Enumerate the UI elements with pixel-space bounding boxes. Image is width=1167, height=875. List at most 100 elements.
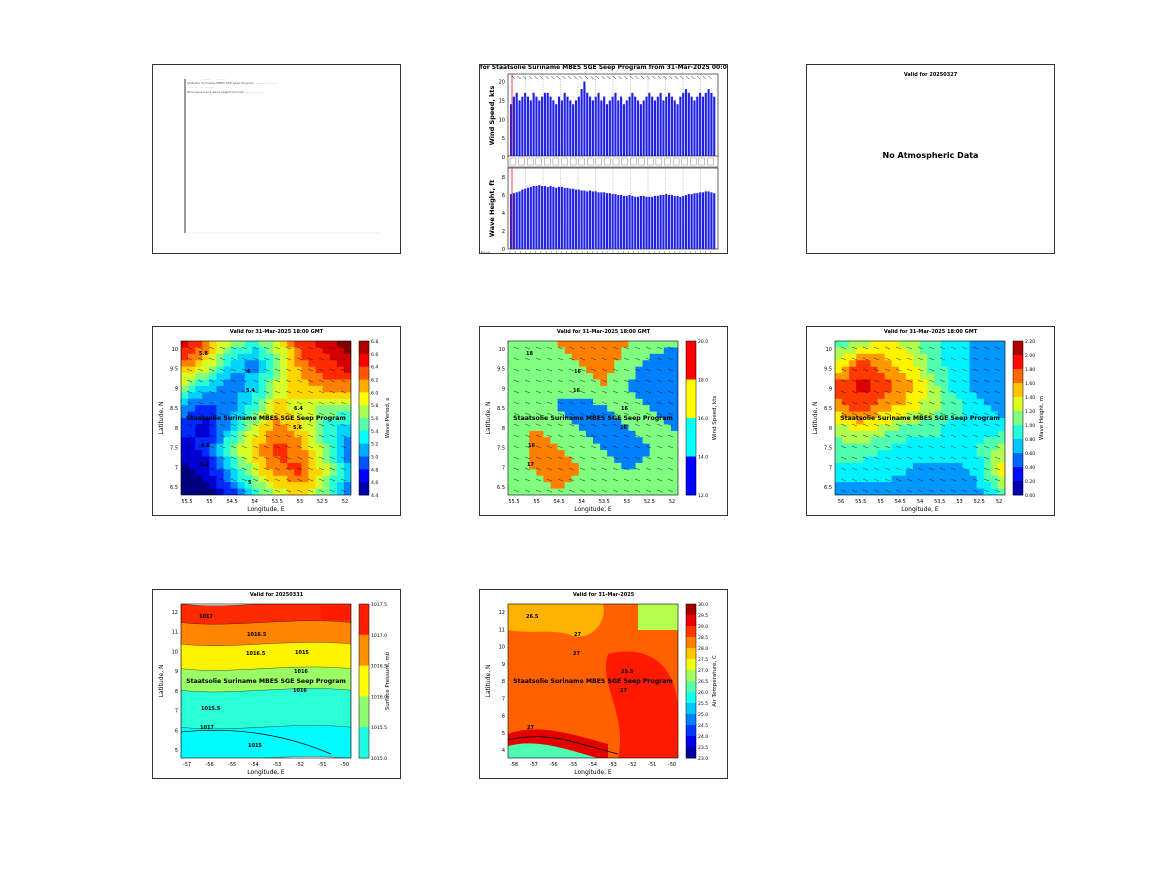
field-cell — [927, 379, 935, 387]
vector-arrow — [928, 445, 935, 449]
field-cell — [181, 385, 189, 393]
vector-arrow — [546, 401, 553, 405]
colorbar-tick-label: 5.8 — [371, 403, 378, 409]
contour-label: 16 — [620, 425, 627, 431]
vector-arrow — [318, 467, 325, 471]
field-cell — [266, 443, 274, 451]
vector-arrow — [645, 412, 652, 416]
field-cell — [891, 360, 900, 368]
field-cell — [962, 443, 971, 451]
vector-arrow — [972, 357, 979, 361]
field-cell — [927, 398, 935, 406]
field-cell — [202, 482, 210, 490]
colorbar-tick-label: 1.60 — [1025, 381, 1035, 387]
field-cell — [955, 430, 964, 438]
vector-arrow — [895, 390, 902, 394]
vector-arrow — [285, 456, 292, 460]
field-cell — [649, 353, 658, 361]
atmos-panel: Valid for 20250327 No Atmospheric Data — [806, 64, 1055, 254]
field-cell — [564, 366, 573, 374]
vector-arrow — [568, 467, 575, 471]
field-cell — [997, 450, 1005, 458]
field-cell — [849, 341, 857, 349]
field-cell — [600, 469, 608, 477]
field-cell — [849, 450, 857, 458]
field-cell — [877, 488, 886, 495]
field-cell — [287, 443, 295, 451]
field-cell — [508, 443, 516, 451]
field-cell — [927, 347, 935, 355]
field-cell — [571, 469, 580, 477]
field-cell — [884, 482, 893, 490]
vector-arrow — [667, 379, 674, 383]
field-cell — [329, 456, 338, 464]
vector-arrow — [197, 445, 204, 449]
colorbar-tick-label: 29.5 — [698, 613, 708, 619]
field-cell — [614, 482, 622, 490]
field-cell — [656, 418, 665, 426]
vector-arrow — [318, 434, 325, 438]
field-cell — [343, 462, 351, 470]
field-cell — [927, 366, 935, 374]
field-cell — [849, 424, 857, 432]
field-cell — [983, 411, 992, 419]
field-cell — [663, 443, 672, 451]
field-cell — [230, 385, 239, 393]
time-label-cell — [569, 157, 577, 166]
field-cell — [934, 411, 942, 419]
vector-arrow — [307, 467, 314, 471]
field-cell — [315, 392, 324, 400]
field-cell — [849, 347, 857, 355]
y-tick-label: 20 — [499, 80, 505, 86]
field-cell — [649, 366, 658, 374]
vector-arrow — [656, 346, 663, 350]
vector-arrow — [285, 489, 292, 493]
field-cell — [962, 405, 971, 413]
field-cell — [920, 411, 928, 419]
vector-arrow — [274, 368, 281, 372]
bar — [518, 100, 521, 157]
map-title: Valid for 20250331 — [249, 592, 304, 598]
field-cell — [543, 379, 552, 387]
field-cell — [997, 366, 1005, 374]
field-cell — [607, 366, 615, 374]
watermark-text: Staatsolie Suriname MBES SGE Seep Progra… — [513, 678, 673, 685]
vector-arrow — [318, 478, 325, 482]
field-cell — [927, 488, 935, 495]
vector-arrow — [895, 434, 902, 438]
field-cell — [912, 456, 921, 464]
cool-patch — [508, 604, 604, 637]
bar — [569, 100, 572, 157]
field-cell — [315, 347, 324, 355]
y-tick-label: 9.5 — [170, 367, 178, 373]
field-cell — [863, 488, 872, 495]
field-cell — [635, 366, 644, 374]
field-cell — [209, 360, 218, 368]
contour-label: 5.8 — [199, 351, 208, 357]
field-cell — [835, 462, 843, 470]
field-cell — [301, 482, 310, 490]
field-cell — [955, 456, 964, 464]
vector-arrow — [972, 456, 979, 460]
field-cell — [329, 475, 338, 483]
vector-arrow — [252, 478, 259, 482]
field-cell — [515, 379, 523, 387]
field-cell — [336, 347, 345, 355]
bar — [555, 187, 558, 249]
field-cell — [550, 373, 559, 381]
field-cell — [564, 437, 573, 445]
vector-arrow — [590, 357, 597, 361]
field-cell — [322, 430, 331, 438]
vector-arrow — [906, 456, 913, 460]
field-cell — [273, 482, 281, 490]
field-cell — [969, 462, 978, 470]
colorbar-swatch — [686, 747, 696, 759]
colorbar-swatch — [359, 392, 369, 406]
y-axis-label: Latitude, N — [812, 402, 819, 435]
vector-arrow — [601, 478, 608, 482]
vector-arrow — [285, 357, 292, 361]
x-tick-label: -57 — [530, 762, 538, 768]
field-cell — [891, 392, 900, 400]
field-cell — [663, 411, 672, 419]
field-cell — [564, 418, 573, 426]
